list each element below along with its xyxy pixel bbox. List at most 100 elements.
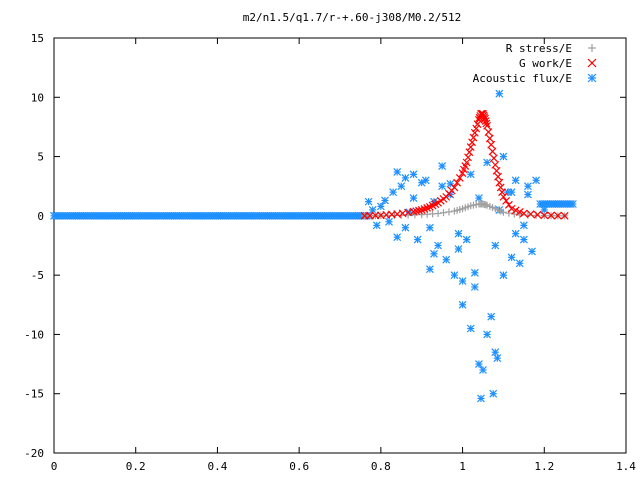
g-work-point (481, 117, 490, 125)
r-stress-point (440, 209, 448, 217)
g-work-point (461, 162, 470, 170)
acoustic-flux-point (385, 217, 393, 226)
g-work-point (423, 204, 432, 212)
g-work-point (504, 200, 513, 209)
g-work-point (498, 188, 506, 197)
acoustic-flux-point (381, 196, 389, 205)
acoustic-flux-point (524, 182, 532, 191)
acoustic-flux-point (474, 194, 483, 202)
g-work-point (468, 138, 477, 147)
g-work-point (455, 173, 464, 182)
acoustic-flux-point (507, 253, 516, 262)
g-work-point (487, 140, 496, 149)
acoustic-flux-point (372, 221, 381, 230)
acoustic-flux-point (442, 255, 451, 264)
g-work-point (485, 134, 494, 143)
g-work-point (494, 172, 502, 181)
acoustic-flux-point (532, 176, 541, 185)
acoustic-flux-point (515, 259, 524, 268)
acoustic-flux-point (483, 330, 492, 339)
g-work-point (431, 200, 440, 209)
x-tick-label: 0.4 (207, 460, 227, 473)
acoustic-flux-point (524, 190, 532, 199)
acoustic-flux-point (519, 235, 528, 244)
acoustic-flux-point (528, 247, 536, 256)
g-work-point (464, 153, 472, 162)
acoustic-flux-point (438, 162, 447, 170)
acoustic-flux-point (466, 170, 475, 179)
x-tick-label: 0.6 (289, 460, 309, 473)
acoustic-flux-point (376, 202, 385, 211)
acoustic-flux-point (519, 221, 528, 230)
g-work-point (560, 211, 569, 220)
r-stress-point (445, 208, 453, 216)
acoustic-flux-point (397, 182, 406, 191)
acoustic-flux-point (425, 223, 434, 232)
acoustic-flux-point (466, 324, 475, 333)
acoustic-flux-point (560, 200, 569, 208)
y-tick-label: 10 (31, 91, 44, 104)
x-tick-label: 0.8 (371, 460, 391, 473)
acoustic-flux-point (548, 200, 557, 208)
acoustic-flux-point (434, 241, 442, 250)
legend: R stress/E G work/E Acoustic flux/E (473, 42, 597, 85)
acoustic-flux-point (438, 182, 447, 191)
x-tick-label: 0.2 (126, 460, 146, 473)
acoustic-flux-point (491, 348, 500, 357)
g-work-point (465, 148, 474, 157)
acoustic-flux-point (499, 271, 508, 280)
g-work-point (547, 211, 556, 220)
acoustic-flux-point (462, 235, 471, 244)
r-stress-point (429, 210, 437, 218)
legend-g-work-marker (587, 58, 597, 68)
legend-r-stress-marker (588, 44, 596, 52)
g-work-point (489, 154, 498, 163)
acoustic-flux-baseline-point (568, 200, 577, 208)
g-work-point (540, 211, 549, 220)
g-work-point (502, 196, 511, 205)
acoustic-flux-point (393, 168, 402, 176)
g-work-point (511, 206, 520, 215)
y-tick-label: -5 (31, 269, 44, 282)
g-work-point (415, 206, 423, 215)
g-work-point (526, 210, 535, 219)
data-marks (50, 89, 577, 403)
g-work-point (491, 160, 500, 169)
g-work-point (484, 128, 493, 136)
acoustic-flux-point (507, 188, 516, 197)
acoustic-flux-point (491, 241, 500, 250)
acoustic-flux-point (495, 89, 504, 98)
acoustic-flux-point (499, 152, 508, 161)
x-tick-label: 0 (51, 460, 58, 473)
acoustic-flux-point (493, 354, 502, 363)
acoustic-flux-point (474, 360, 483, 368)
y-tick-label: -15 (24, 388, 44, 401)
g-work-point (553, 211, 562, 220)
x-tick-label: 1.2 (534, 460, 554, 473)
acoustic-flux-point (409, 194, 418, 202)
g-work-point (495, 178, 504, 187)
g-work-point (519, 209, 528, 218)
acoustic-flux-point (421, 176, 430, 185)
g-work-point (472, 124, 481, 133)
g-work-point (469, 133, 478, 142)
g-work-point (515, 207, 524, 216)
acoustic-flux-point (477, 394, 485, 403)
g-work-point (479, 111, 488, 120)
g-work-point (483, 121, 492, 130)
acoustic-flux-point (413, 235, 422, 244)
acoustic-flux-point (454, 245, 463, 253)
acoustic-flux-point (511, 229, 520, 238)
legend-acoustic-flux-label: Acoustic flux/E (473, 72, 572, 85)
acoustic-flux-point (511, 176, 520, 185)
y-tick-label: 5 (37, 151, 44, 164)
g-work-point (371, 211, 380, 220)
r-stress-point (482, 201, 490, 209)
acoustic-flux-point (409, 170, 418, 179)
r-stress-point (489, 204, 497, 212)
g-work-point (482, 119, 491, 128)
g-work-point (496, 183, 505, 192)
acoustic-flux-point (364, 197, 373, 206)
g-work-point (473, 120, 482, 129)
